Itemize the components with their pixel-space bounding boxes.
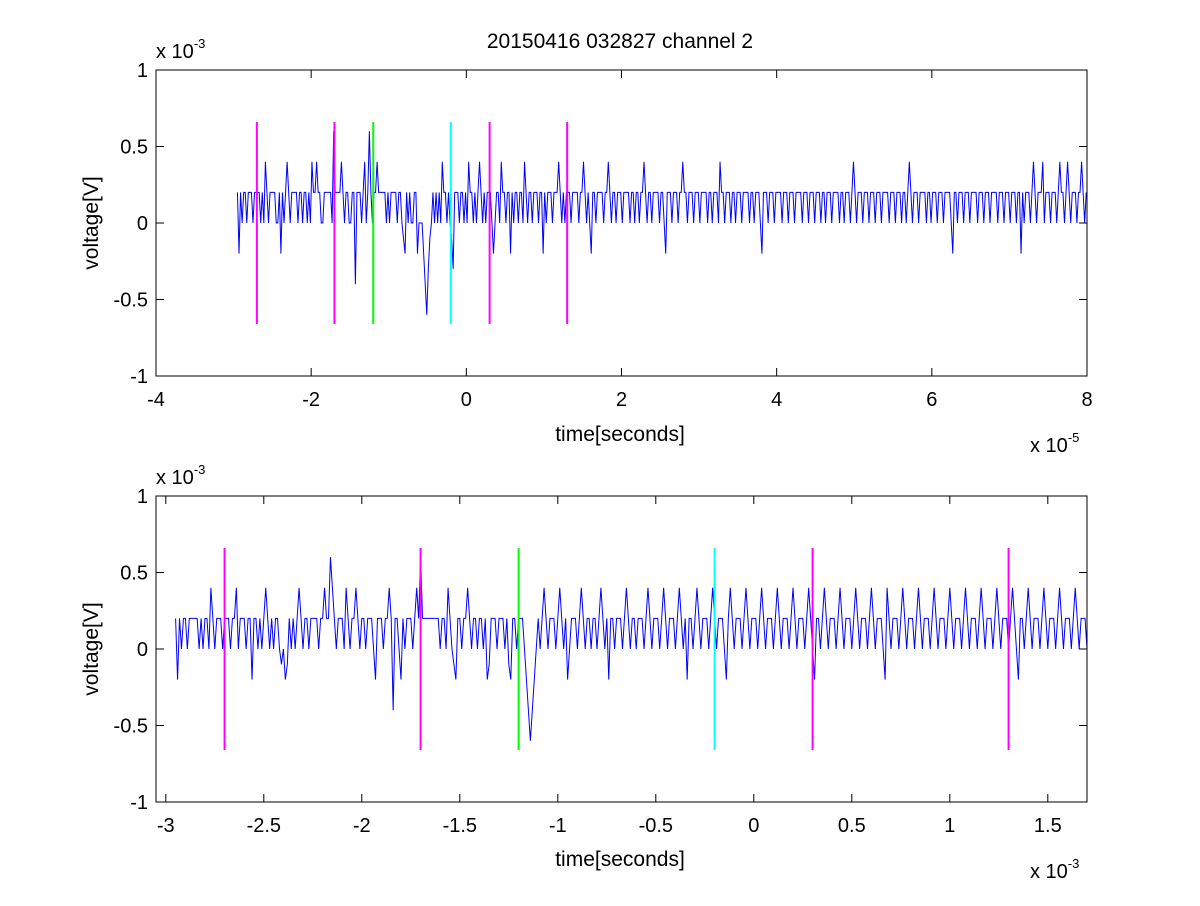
bottom-x-axis-label: time[seconds] xyxy=(555,848,685,871)
bottom-y-tick-label: 1 xyxy=(137,486,148,508)
bottom-x-tick-label: -2.5 xyxy=(247,815,281,837)
bottom-y-tick-label: 0.5 xyxy=(120,563,148,585)
top-tick-layer: -4 -2 0 2 4 6 8 -1 -0.5 0 0.5 1 xyxy=(114,60,1093,411)
bottom-x-tick-label: -1 xyxy=(549,815,567,837)
top-axes: -4 -2 0 2 4 6 8 -1 -0.5 0 0.5 1 x 10-3 time[seconds… xyxy=(80,36,1093,457)
top-y-tick-label: 0.5 xyxy=(120,137,148,159)
bottom-signal-line xyxy=(175,557,1088,741)
top-x-tick-label: -4 xyxy=(147,389,165,411)
top-x-tick-label: 0 xyxy=(461,389,472,411)
bottom-x-tick-label: 0.5 xyxy=(838,815,866,837)
top-x-tick-label: -2 xyxy=(302,389,320,411)
bottom-y-multiplier: x 10-3 xyxy=(156,462,205,489)
bottom-y-tick-label: 0 xyxy=(137,639,148,661)
top-x-tick-label: 8 xyxy=(1081,389,1092,411)
top-y-tick-label: -0.5 xyxy=(114,290,148,312)
bottom-tick-layer: -3 -2.5 -2 -1.5 -1 -0.5 0 0.5 1 1.5 -1 -0.5 0 0.5 1 xyxy=(114,486,1087,837)
chart-title: 20150416 032827 channel 2 xyxy=(487,30,753,53)
top-y-tick-label: 1 xyxy=(137,60,148,82)
bottom-x-tick-label: -1.5 xyxy=(443,815,477,837)
bottom-x-tick-label: -2 xyxy=(353,815,371,837)
top-signal-line xyxy=(236,131,1087,315)
top-x-tick-label: 6 xyxy=(926,389,937,411)
top-y-axis-label: voltage[V] xyxy=(80,176,103,269)
top-x-multiplier: x 10-5 xyxy=(1030,430,1079,457)
top-x-tick-label: 4 xyxy=(771,389,782,411)
bottom-x-tick-label: 0 xyxy=(748,815,759,837)
bottom-y-tick-label: -1 xyxy=(130,792,148,814)
top-x-axis-label: time[seconds] xyxy=(555,423,685,446)
bottom-x-tick-label: 1 xyxy=(944,815,955,837)
top-y-multiplier: x 10-3 xyxy=(156,36,205,63)
bottom-x-multiplier: x 10-3 xyxy=(1030,856,1079,883)
bottom-y-tick-label: -0.5 xyxy=(114,716,148,738)
bottom-series-layer xyxy=(175,548,1088,750)
top-y-tick-label: 0 xyxy=(137,213,148,235)
top-y-tick-label: -1 xyxy=(130,366,148,388)
bottom-x-tick-label: -3 xyxy=(157,815,175,837)
bottom-axes: -3 -2.5 -2 -1.5 -1 -0.5 0 0.5 1 1.5 -1 -0.5 0 0.5 1 x … xyxy=(80,462,1088,883)
bottom-x-tick-label: -0.5 xyxy=(639,815,673,837)
top-x-tick-label: 2 xyxy=(616,389,627,411)
top-series-layer xyxy=(236,122,1087,324)
bottom-x-tick-label: 1.5 xyxy=(1034,815,1062,837)
bottom-y-axis-label: voltage[V] xyxy=(80,602,103,695)
